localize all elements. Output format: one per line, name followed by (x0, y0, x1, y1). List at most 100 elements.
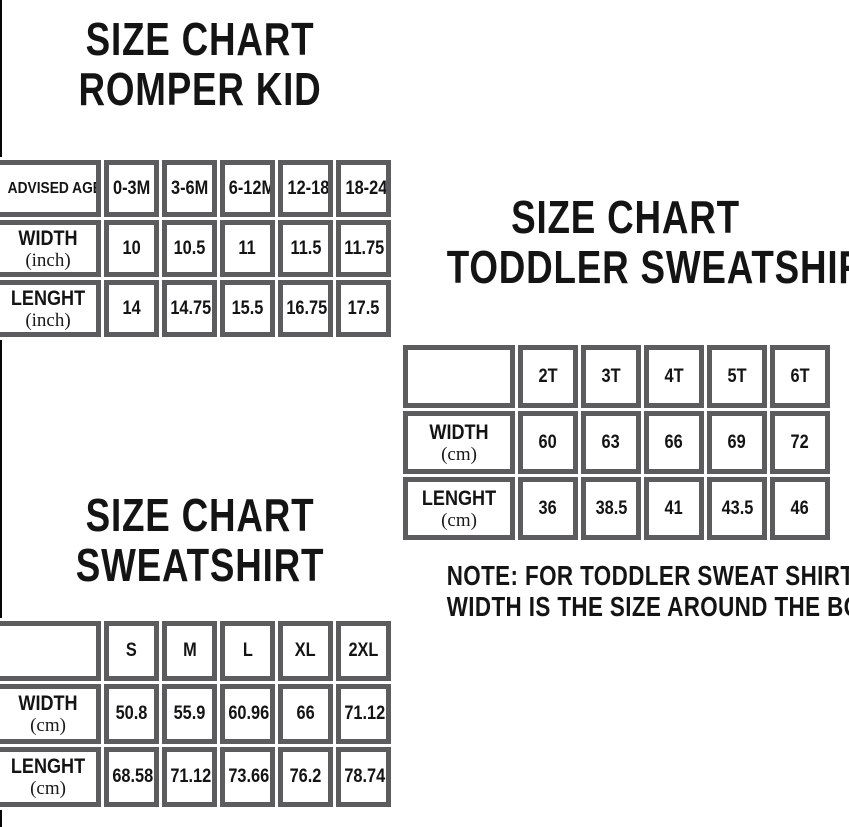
value-cell: 68.58 (104, 747, 159, 807)
title-line-1: SIZE CHART (85, 489, 315, 541)
size-label: 6T (790, 365, 810, 387)
value-cell: 41 (644, 477, 704, 540)
header-cell: 18-24M (336, 160, 391, 217)
row-label-cell: LENGHT (cm) (403, 477, 515, 540)
header-cell: 4T (644, 345, 704, 408)
header-corner-cell (0, 621, 101, 681)
value-cell: 55.9 (162, 684, 217, 744)
value-cell: 60.96 (220, 684, 275, 744)
row-label-cell: LENGHT (inch) (0, 280, 101, 337)
header-cell: 12-18M (278, 160, 333, 217)
measure-unit: (cm) (30, 778, 66, 799)
header-cell: M (162, 621, 217, 681)
measure-name: WIDTH (429, 420, 489, 444)
value-cell: 73.66 (220, 747, 275, 807)
header-cell: 6-12M (220, 160, 275, 217)
note-line-1: NOTE: FOR TODDLER SWEAT SHIRTS, (446, 560, 849, 591)
size-label: 18-24M (345, 177, 388, 199)
measure-unit: (cm) (441, 443, 477, 465)
value-cell: 11 (220, 220, 275, 277)
size-label: 4T (664, 365, 684, 387)
sweatshirt-size-table: S M L XL 2XL WIDTH (cm) 50.8 55.9 60.96 … (0, 618, 394, 810)
table-row: WIDTH (cm) 60 63 66 69 72 (403, 411, 830, 474)
title-line-2: TODDLER SWEATSHIRT (446, 241, 849, 293)
size-label: 5T (727, 365, 747, 387)
value-cell: 17.5 (336, 280, 391, 337)
value-cell: 78.74 (336, 747, 391, 807)
header-cell: 0-3M (104, 160, 159, 217)
size-label: 2T (538, 365, 558, 387)
value-cell: 50.8 (104, 684, 159, 744)
value-cell: 14.75 (162, 280, 217, 337)
header-corner-cell (403, 345, 515, 408)
romper-chart-title: SIZE CHART ROMPER KID (0, 14, 400, 114)
value-cell: 11.75 (336, 220, 391, 277)
table-row: LENGHT (inch) 14 14.75 15.5 16.75 17.5 (0, 280, 391, 337)
value-cell: 71.12 (336, 684, 391, 744)
size-label: 3-6M (170, 177, 209, 199)
title-line-2: ROMPER KID (78, 63, 322, 115)
size-label: L (242, 640, 253, 661)
table-row: WIDTH (inch) 10 10.5 11 11.5 11.75 (0, 220, 391, 277)
header-cell: S (104, 621, 159, 681)
value-cell: 69 (707, 411, 767, 474)
header-cell: 2XL (336, 621, 391, 681)
measure-unit: (inch) (25, 309, 71, 331)
header-cell: 3-6M (162, 160, 217, 217)
value-cell: 72 (770, 411, 830, 474)
header-label: ADVISED AGE (7, 179, 101, 197)
measure-name: WIDTH (18, 692, 78, 715)
toddler-size-table: 2T 3T 4T 5T 6T WIDTH (cm) 60 63 66 69 72… (400, 342, 833, 543)
measure-name: WIDTH (18, 226, 78, 250)
header-cell: 2T (518, 345, 578, 408)
table-header-row: S M L XL 2XL (0, 621, 391, 681)
header-cell: 3T (581, 345, 641, 408)
size-label: 6-12M (228, 177, 275, 199)
value-cell: 10 (104, 220, 159, 277)
header-cell: XL (278, 621, 333, 681)
value-cell: 16.75 (278, 280, 333, 337)
row-label-cell: LENGHT (cm) (0, 747, 101, 807)
value-cell: 71.12 (162, 747, 217, 807)
size-label: 0-3M (112, 177, 151, 199)
size-label: S (126, 640, 137, 661)
value-cell: 15.5 (220, 280, 275, 337)
table-header-row: 2T 3T 4T 5T 6T (403, 345, 830, 408)
value-cell: 10.5 (162, 220, 217, 277)
title-line-1: SIZE CHART (85, 13, 315, 65)
left-edge-scan-line (0, 0, 2, 827)
value-cell: 11.5 (278, 220, 333, 277)
value-cell: 60 (518, 411, 578, 474)
measure-name: LENGHT (10, 286, 86, 310)
value-cell: 63 (581, 411, 641, 474)
size-label: 12-18M (287, 177, 330, 199)
sweatshirt-chart-title: SIZE CHART SWEATSHIRT (0, 490, 400, 590)
measure-name: LENGHT (421, 486, 497, 510)
header-cell: 6T (770, 345, 830, 408)
value-cell: 43.5 (707, 477, 767, 540)
header-cell: L (220, 621, 275, 681)
measure-unit: (inch) (25, 249, 71, 271)
value-cell: 38.5 (581, 477, 641, 540)
row-label-cell: WIDTH (cm) (0, 684, 101, 744)
row-label-cell: WIDTH (cm) (403, 411, 515, 474)
measure-unit: (cm) (441, 509, 477, 531)
value-cell: 66 (644, 411, 704, 474)
title-line-1: SIZE CHART (511, 191, 740, 243)
toddler-note: NOTE: FOR TODDLER SWEAT SHIRTS, WIDTH IS… (402, 560, 849, 622)
value-cell: 76.2 (278, 747, 333, 807)
row-label-cell: WIDTH (inch) (0, 220, 101, 277)
size-label: XL (295, 640, 316, 661)
value-cell: 14 (104, 280, 159, 337)
value-cell: 46 (770, 477, 830, 540)
size-label: 2XL (348, 640, 379, 661)
note-line-2: WIDTH IS THE SIZE AROUND THE BODY. (446, 591, 849, 622)
title-line-2: SWEATSHIRT (75, 539, 325, 591)
romper-size-table: ADVISED AGE 0-3M 3-6M 6-12M 12-18M 18-24… (0, 157, 394, 340)
size-label: M (182, 640, 197, 661)
header-cell: 5T (707, 345, 767, 408)
table-row: LENGHT (cm) 36 38.5 41 43.5 46 (403, 477, 830, 540)
table-row: LENGHT (cm) 68.58 71.12 73.66 76.2 78.74 (0, 747, 391, 807)
value-cell: 66 (278, 684, 333, 744)
